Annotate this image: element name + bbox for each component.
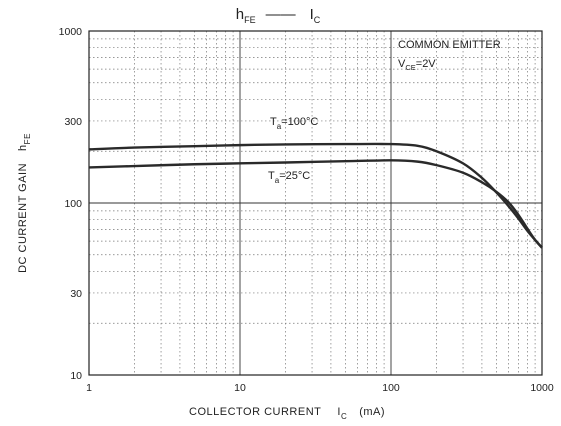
x-tick-label: 10 — [234, 382, 246, 394]
y-tick-label: 300 — [64, 116, 82, 128]
annotation-common-emitter: COMMON EMITTER — [398, 39, 501, 51]
series-line-25c — [88, 159, 543, 249]
y-tick-labels: 10 30 100 300 1000 — [59, 26, 83, 382]
y-tick-label: 100 — [64, 198, 82, 210]
x-tick-labels: 1 10 100 1000 — [86, 382, 554, 394]
title-x-symbol: I — [310, 6, 314, 23]
title-x-sub: C — [314, 15, 321, 25]
series-label-100c: Ta=100°C — [270, 116, 318, 131]
annotation-vce: VCE=2V — [398, 58, 436, 72]
plot-frame — [88, 30, 543, 376]
plot-grid — [89, 31, 542, 375]
x-tick-label: 100 — [382, 382, 400, 394]
series-curves — [88, 142, 543, 249]
series-line-100c — [88, 142, 543, 249]
y-tick-label: 1000 — [59, 26, 83, 38]
x-axis-label: COLLECTOR CURRENT IC (mA) — [189, 406, 385, 421]
title-y-symbol: h — [236, 6, 244, 23]
x-tick-label: 1000 — [530, 382, 554, 394]
y-tick-label: 10 — [70, 370, 82, 382]
x-tick-label: 1 — [86, 382, 92, 394]
chart-title: hFE —— IC — [236, 6, 321, 25]
series-label-25c: Ta=25°C — [268, 170, 310, 185]
title-dash: —— — [266, 6, 296, 23]
y-tick-label: 30 — [70, 288, 82, 300]
y-axis-label: DC CURRENT GAINhFE — [17, 133, 32, 273]
title-y-sub: FE — [244, 15, 256, 25]
